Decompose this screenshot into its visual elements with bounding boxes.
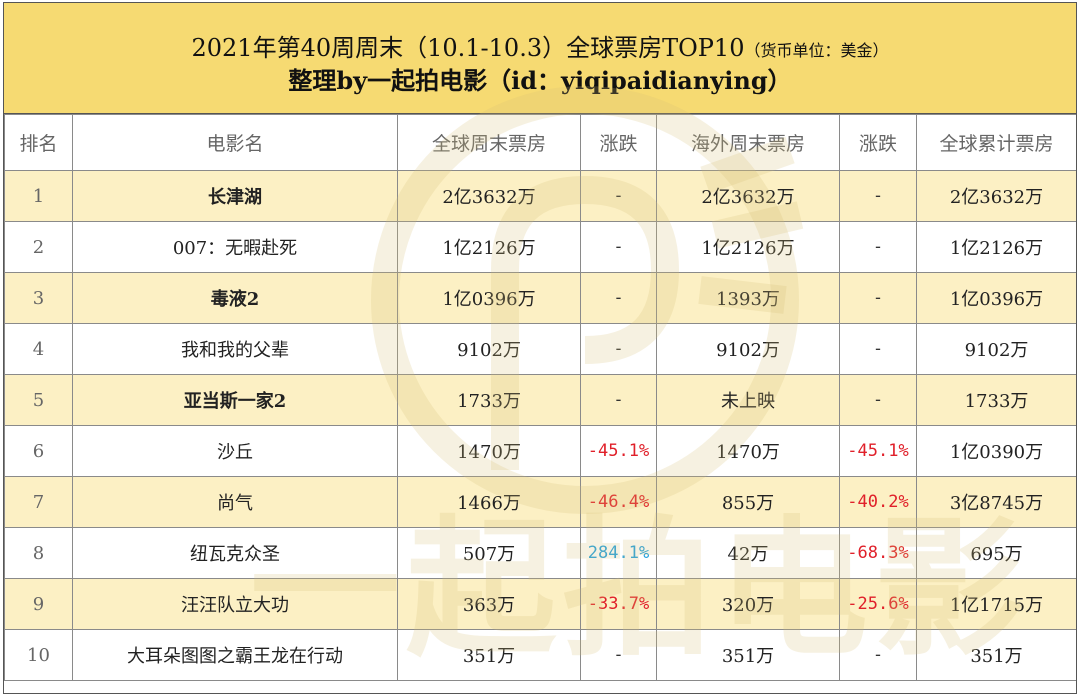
table-row: 6 沙丘 1470万 -45.1% 1470万 -45.1% 1亿0390万 (4, 425, 1076, 477)
header-movie: 电影名 (72, 114, 398, 171)
movie-name-cell: 007：无暇赴死 (72, 221, 398, 273)
table-row: 5 亚当斯一家2 1733万 - 未上映 - 1733万 (4, 374, 1076, 426)
box-office-table: 排名 电影名 全球周末票房 涨跌 海外周末票房 涨跌 全球累计票房 1 长津湖 … (4, 114, 1076, 681)
global-weekend-cell: 351万 (397, 629, 581, 681)
movie-name-cell: 尚气 (72, 476, 398, 528)
global-weekend-cell: 507万 (397, 527, 581, 579)
overseas-change-cell: - (839, 629, 917, 681)
overseas-weekend-cell: 2亿3632万 (656, 170, 840, 222)
rank-cell: 5 (4, 374, 73, 426)
cumulative-cell: 351万 (916, 629, 1076, 681)
rank-cell: 7 (4, 476, 73, 528)
movie-name-cell: 亚当斯一家2 (72, 374, 398, 426)
global-change-cell: - (580, 374, 657, 426)
table-header-row: 排名 电影名 全球周末票房 涨跌 海外周末票房 涨跌 全球累计票房 (4, 114, 1076, 171)
overseas-weekend-cell: 351万 (656, 629, 840, 681)
overseas-change-cell: - (839, 323, 917, 375)
table-row: 9 汪汪队立大功 363万 -33.7% 320万 -25.6% 1亿1715万 (4, 578, 1076, 630)
overseas-change-cell: -68.3% (839, 527, 917, 579)
movie-name-cell: 我和我的父辈 (72, 323, 398, 375)
rank-cell: 2 (4, 221, 73, 273)
overseas-weekend-cell: 未上映 (656, 374, 840, 426)
global-weekend-cell: 363万 (397, 578, 581, 630)
rank-cell: 3 (4, 272, 73, 324)
cumulative-cell: 1733万 (916, 374, 1076, 426)
cumulative-cell: 9102万 (916, 323, 1076, 375)
global-change-cell: -46.4% (580, 476, 657, 528)
table-row: 1 长津湖 2亿3632万 - 2亿3632万 - 2亿3632万 (4, 170, 1076, 222)
overseas-change-cell: - (839, 170, 917, 222)
rank-cell: 6 (4, 425, 73, 477)
header-global-weekend: 全球周末票房 (397, 114, 581, 171)
movie-name-cell: 长津湖 (72, 170, 398, 222)
header-global-change: 涨跌 (580, 114, 657, 171)
currency-unit-note: （货币单位：美金） (744, 41, 889, 60)
overseas-weekend-cell: 855万 (656, 476, 840, 528)
cumulative-cell: 2亿3632万 (916, 170, 1076, 222)
global-change-cell: - (580, 170, 657, 222)
overseas-change-cell: -25.6% (839, 578, 917, 630)
header-cumulative: 全球累计票房 (916, 114, 1076, 171)
overseas-weekend-cell: 1亿2126万 (656, 221, 840, 273)
global-weekend-cell: 1733万 (397, 374, 581, 426)
movie-name-cell: 大耳朵图图之霸王龙在行动 (72, 629, 398, 681)
global-weekend-cell: 9102万 (397, 323, 581, 375)
table-row: 4 我和我的父辈 9102万 - 9102万 - 9102万 (4, 323, 1076, 375)
overseas-weekend-cell: 1393万 (656, 272, 840, 324)
cumulative-cell: 1亿1715万 (916, 578, 1076, 630)
global-weekend-cell: 1亿0396万 (397, 272, 581, 324)
cumulative-cell: 1亿2126万 (916, 221, 1076, 273)
overseas-weekend-cell: 9102万 (656, 323, 840, 375)
global-change-cell: -33.7% (580, 578, 657, 630)
header-rank: 排名 (4, 114, 73, 171)
movie-name-cell: 纽瓦克众圣 (72, 527, 398, 579)
table-row: 3 毒液2 1亿0396万 - 1393万 - 1亿0396万 (4, 272, 1076, 324)
table-row: 7 尚气 1466万 -46.4% 855万 -40.2% 3亿8745万 (4, 476, 1076, 528)
rank-cell: 10 (4, 629, 73, 681)
overseas-change-cell: - (839, 272, 917, 324)
overseas-change-cell: - (839, 221, 917, 273)
header-overseas-change: 涨跌 (839, 114, 917, 171)
global-change-cell: - (580, 629, 657, 681)
global-weekend-cell: 2亿3632万 (397, 170, 581, 222)
rank-cell: 1 (4, 170, 73, 222)
overseas-change-cell: - (839, 374, 917, 426)
table-row: 8 纽瓦克众圣 507万 284.1% 42万 -68.3% 695万 (4, 527, 1076, 579)
overseas-change-cell: -40.2% (839, 476, 917, 528)
global-weekend-cell: 1470万 (397, 425, 581, 477)
overseas-change-cell: -45.1% (839, 425, 917, 477)
main-title-text: 2021年第40周周末（10.1-10.3）全球票房TOP10 (191, 34, 745, 62)
global-change-cell: 284.1% (580, 527, 657, 579)
header-overseas-weekend: 海外周末票房 (656, 114, 840, 171)
main-title: 2021年第40周周末（10.1-10.3）全球票房TOP10（货币单位：美金） (4, 28, 1076, 63)
overseas-weekend-cell: 320万 (656, 578, 840, 630)
cumulative-cell: 3亿8745万 (916, 476, 1076, 528)
movie-name-cell: 毒液2 (72, 272, 398, 324)
cumulative-cell: 695万 (916, 527, 1076, 579)
rank-cell: 9 (4, 578, 73, 630)
cumulative-cell: 1亿0390万 (916, 425, 1076, 477)
global-weekend-cell: 1466万 (397, 476, 581, 528)
rank-cell: 4 (4, 323, 73, 375)
cumulative-cell: 1亿0396万 (916, 272, 1076, 324)
overseas-weekend-cell: 42万 (656, 527, 840, 579)
global-change-cell: - (580, 323, 657, 375)
movie-name-cell: 沙丘 (72, 425, 398, 477)
subtitle: 整理by一起拍电影（id：yiqipaidianying） (288, 66, 792, 95)
movie-name-cell: 汪汪队立大功 (72, 578, 398, 630)
rank-cell: 8 (4, 527, 73, 579)
title-bar: 2021年第40周周末（10.1-10.3）全球票房TOP10（货币单位：美金）… (4, 3, 1076, 114)
overseas-weekend-cell: 1470万 (656, 425, 840, 477)
table-row: 2 007：无暇赴死 1亿2126万 - 1亿2126万 - 1亿2126万 (4, 221, 1076, 273)
global-weekend-cell: 1亿2126万 (397, 221, 581, 273)
table-row: 10 大耳朵图图之霸王龙在行动 351万 - 351万 - 351万 (4, 629, 1076, 681)
global-change-cell: - (580, 221, 657, 273)
global-change-cell: - (580, 272, 657, 324)
box-office-table-frame: 2021年第40周周末（10.1-10.3）全球票房TOP10（货币单位：美金）… (3, 2, 1077, 694)
global-change-cell: -45.1% (580, 425, 657, 477)
